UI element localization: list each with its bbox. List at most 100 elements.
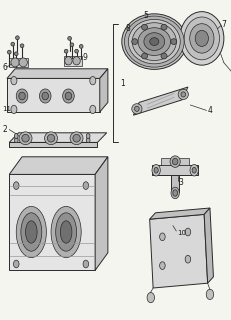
Ellipse shape	[179, 12, 223, 65]
Ellipse shape	[189, 24, 213, 53]
Ellipse shape	[121, 14, 186, 69]
Ellipse shape	[83, 182, 88, 189]
Ellipse shape	[169, 156, 179, 167]
Ellipse shape	[172, 190, 177, 196]
Ellipse shape	[60, 221, 72, 243]
Ellipse shape	[20, 44, 24, 48]
Ellipse shape	[13, 260, 19, 268]
Polygon shape	[99, 69, 107, 112]
Ellipse shape	[73, 134, 80, 142]
Ellipse shape	[39, 89, 51, 103]
Polygon shape	[149, 214, 207, 288]
Ellipse shape	[132, 23, 176, 60]
Ellipse shape	[134, 106, 139, 111]
Ellipse shape	[16, 206, 46, 258]
Ellipse shape	[19, 132, 32, 145]
Ellipse shape	[124, 16, 183, 67]
Ellipse shape	[7, 50, 11, 54]
Ellipse shape	[55, 213, 76, 251]
Ellipse shape	[14, 52, 18, 56]
Ellipse shape	[14, 138, 18, 143]
Ellipse shape	[44, 132, 57, 145]
Polygon shape	[151, 165, 198, 175]
Text: 3: 3	[177, 178, 182, 187]
Ellipse shape	[128, 20, 179, 64]
Ellipse shape	[89, 105, 95, 114]
Ellipse shape	[143, 33, 164, 51]
Ellipse shape	[13, 182, 19, 189]
Ellipse shape	[70, 43, 73, 47]
Ellipse shape	[11, 105, 17, 114]
Polygon shape	[170, 175, 179, 192]
Ellipse shape	[159, 233, 164, 241]
Ellipse shape	[184, 228, 190, 236]
Polygon shape	[95, 157, 107, 270]
Ellipse shape	[172, 158, 177, 165]
Ellipse shape	[14, 133, 18, 139]
Ellipse shape	[51, 206, 81, 258]
Polygon shape	[9, 157, 107, 174]
Ellipse shape	[16, 89, 28, 103]
Ellipse shape	[189, 164, 198, 176]
Ellipse shape	[146, 292, 154, 303]
Ellipse shape	[83, 260, 88, 268]
Ellipse shape	[73, 57, 80, 65]
Text: 2: 2	[2, 125, 7, 134]
Ellipse shape	[86, 133, 90, 139]
Ellipse shape	[160, 24, 166, 30]
Ellipse shape	[11, 76, 17, 85]
Ellipse shape	[184, 255, 190, 263]
Ellipse shape	[137, 28, 170, 55]
Text: 7: 7	[221, 20, 225, 28]
Polygon shape	[133, 87, 187, 115]
Ellipse shape	[149, 38, 158, 45]
Ellipse shape	[131, 39, 137, 44]
Ellipse shape	[177, 89, 188, 100]
Text: 4: 4	[207, 106, 212, 115]
Ellipse shape	[47, 134, 55, 142]
Ellipse shape	[180, 92, 185, 97]
Text: 5: 5	[143, 11, 148, 20]
Polygon shape	[7, 69, 107, 78]
Text: 9: 9	[82, 53, 87, 62]
Polygon shape	[9, 133, 106, 142]
Ellipse shape	[141, 53, 147, 59]
Ellipse shape	[65, 92, 71, 100]
Polygon shape	[9, 174, 95, 270]
Ellipse shape	[15, 36, 19, 40]
Text: 11: 11	[2, 106, 11, 112]
Polygon shape	[64, 56, 82, 66]
Ellipse shape	[191, 167, 195, 173]
Ellipse shape	[11, 42, 15, 46]
Ellipse shape	[64, 49, 68, 53]
Ellipse shape	[151, 164, 160, 176]
Ellipse shape	[131, 104, 141, 114]
Text: 8: 8	[125, 24, 129, 33]
Ellipse shape	[74, 49, 78, 53]
Ellipse shape	[170, 187, 179, 199]
Ellipse shape	[170, 39, 176, 44]
Ellipse shape	[21, 213, 42, 251]
Ellipse shape	[86, 138, 90, 143]
Polygon shape	[7, 78, 99, 112]
Ellipse shape	[62, 89, 74, 103]
Ellipse shape	[22, 134, 29, 142]
Ellipse shape	[19, 58, 27, 67]
Ellipse shape	[194, 30, 208, 46]
Ellipse shape	[160, 53, 166, 59]
Ellipse shape	[11, 58, 19, 67]
Ellipse shape	[183, 17, 219, 60]
Text: 10: 10	[176, 230, 185, 236]
Ellipse shape	[205, 289, 213, 300]
Ellipse shape	[141, 24, 147, 30]
Ellipse shape	[25, 221, 37, 243]
Ellipse shape	[159, 262, 164, 269]
Ellipse shape	[19, 92, 25, 100]
Ellipse shape	[70, 132, 83, 145]
Ellipse shape	[67, 36, 71, 40]
Polygon shape	[161, 158, 188, 165]
Ellipse shape	[79, 44, 83, 48]
Ellipse shape	[153, 167, 158, 173]
Ellipse shape	[64, 57, 72, 65]
Ellipse shape	[89, 76, 95, 85]
